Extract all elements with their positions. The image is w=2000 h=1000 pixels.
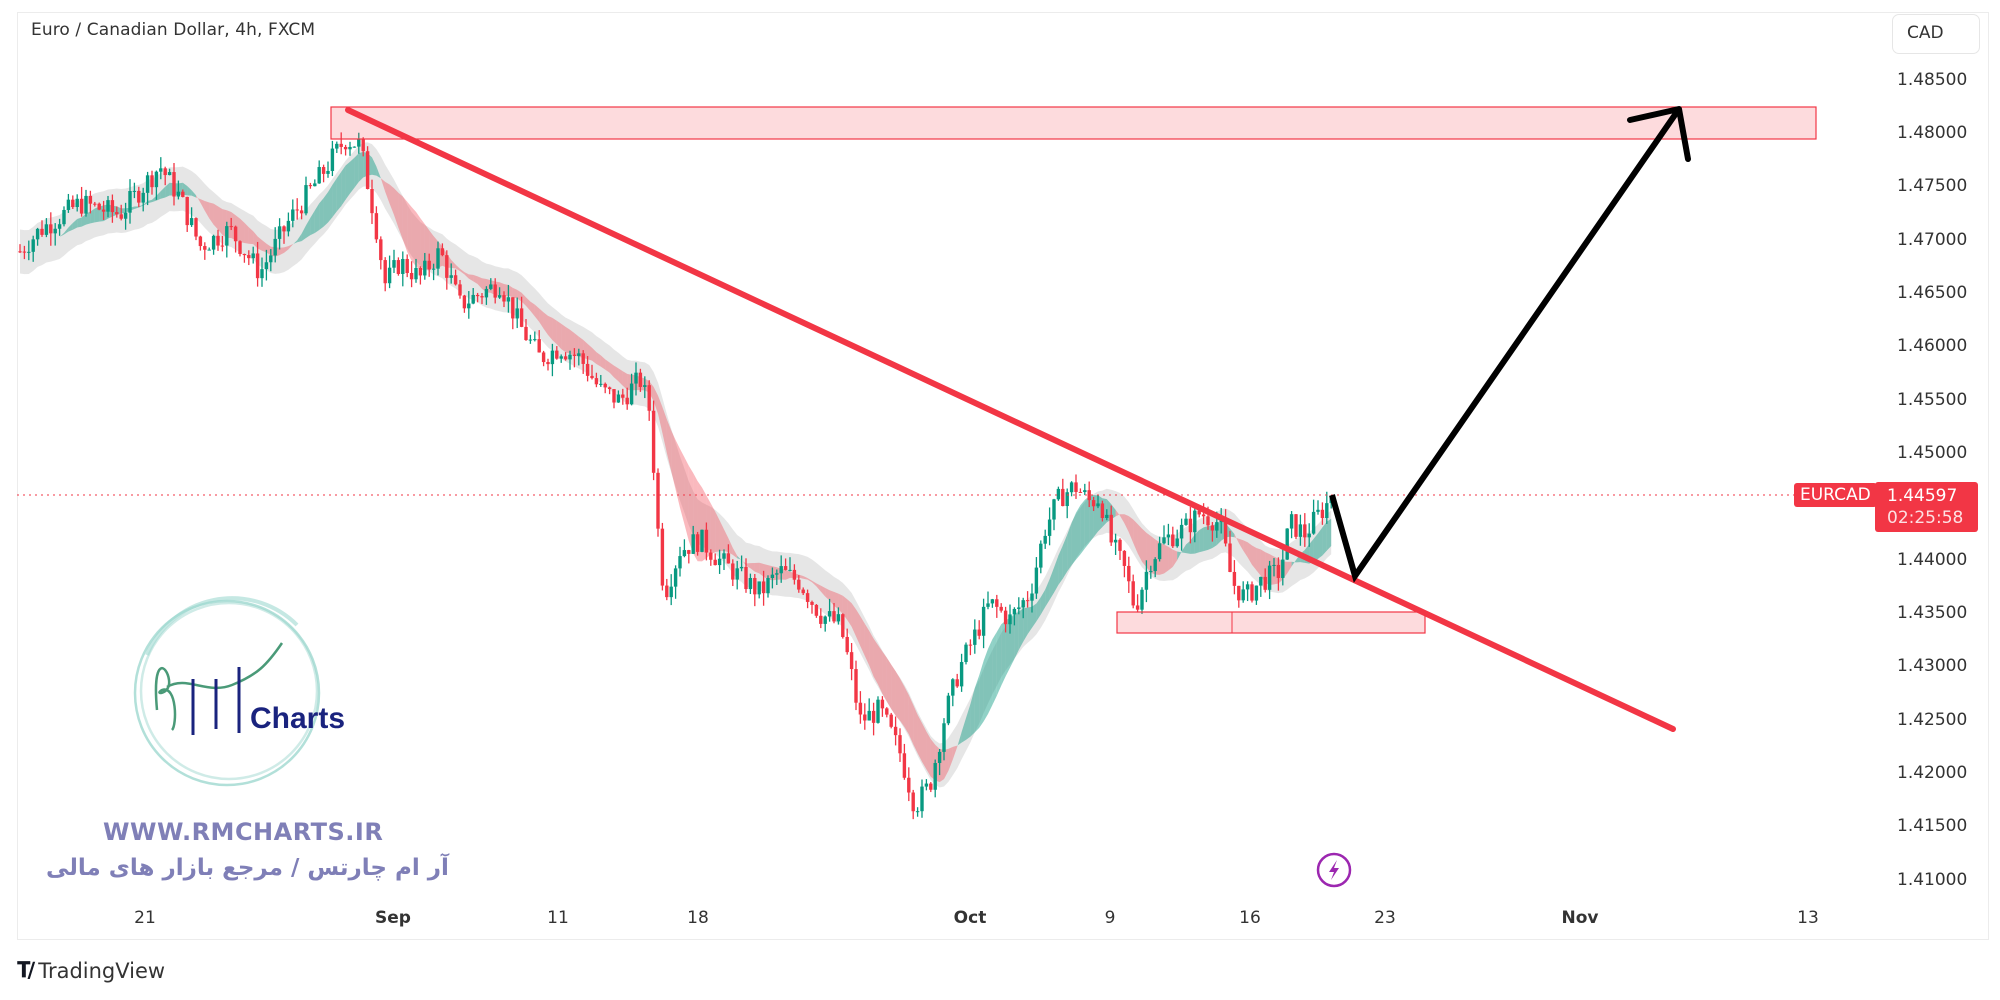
price-axis-label: 1.45500 xyxy=(1897,389,1968,410)
descending-trendline[interactable] xyxy=(345,107,1676,732)
price-axis-label: 1.41000 xyxy=(1897,869,1968,890)
time-axis-label: 18 xyxy=(687,908,709,928)
price-axis-label: 1.47000 xyxy=(1897,229,1968,250)
time-axis-label: 9 xyxy=(1104,908,1116,928)
time-axis-label: 16 xyxy=(1239,908,1261,928)
drawing-annotations[interactable] xyxy=(17,106,1880,732)
indicator-cloud xyxy=(20,142,1332,788)
price-axis-label: 1.47500 xyxy=(1897,176,1968,197)
time-axis-label: 23 xyxy=(1374,908,1396,928)
price-axis-label: 1.42500 xyxy=(1897,709,1968,730)
logo-circle-icon xyxy=(133,596,321,787)
projection-path[interactable] xyxy=(1329,107,1682,583)
resistance-zone[interactable] xyxy=(330,106,1817,140)
last-price-value: 1.44597 xyxy=(1887,486,1958,506)
price-axis-label: 1.46500 xyxy=(1897,282,1968,303)
price-axis-label: 1.48500 xyxy=(1897,69,1968,90)
watermark-url: WWW.RMCHARTS.IR xyxy=(103,818,384,846)
candlestick-series xyxy=(18,132,1333,820)
tradingview-logo[interactable]: 𝐓∕ TradingView xyxy=(17,958,165,983)
tradingview-mark-icon: 𝐓∕ xyxy=(17,958,35,982)
lightning-icon[interactable] xyxy=(1316,852,1352,888)
time-axis-label: 13 xyxy=(1797,908,1819,928)
currency-button[interactable]: CAD xyxy=(1892,14,1980,54)
support-zone[interactable] xyxy=(1116,611,1426,634)
time-axis-label: Sep xyxy=(375,908,411,928)
price-axis-label: 1.43500 xyxy=(1897,602,1968,623)
last-price-tag: 1.44597 02:25:58 xyxy=(1875,482,1978,532)
tradingview-wordmark: TradingView xyxy=(38,958,166,983)
time-axis-label: Oct xyxy=(953,908,987,928)
price-axis-label: 1.43000 xyxy=(1897,656,1968,677)
chart-frame xyxy=(17,12,1989,940)
rmcharts-logo: Charts xyxy=(133,596,345,787)
logo-candles-icon xyxy=(191,667,241,735)
price-axis-label: 1.41500 xyxy=(1897,816,1968,837)
time-axis-label: Nov xyxy=(1561,908,1599,928)
time-axis-label: 21 xyxy=(134,908,156,928)
logo-r-stroke-icon xyxy=(154,642,284,731)
chart-title: Euro / Canadian Dollar, 4h, FXCM xyxy=(31,20,316,40)
watermark-persian-text: آر ام چارتس / مرجع بازار های مالی xyxy=(46,855,449,881)
symbol-price-tag: EURCAD xyxy=(1794,483,1877,507)
price-axis-label: 1.45000 xyxy=(1897,442,1968,463)
bar-countdown: 02:25:58 xyxy=(1887,508,1964,528)
price-axis-label: 1.42000 xyxy=(1897,762,1968,783)
logo-text: Charts xyxy=(250,702,345,735)
time-axis-label: 11 xyxy=(547,908,569,928)
price-axis-label: 1.48000 xyxy=(1897,123,1968,143)
price-axis-label: 1.44000 xyxy=(1897,549,1968,570)
arrowhead-icon xyxy=(1627,106,1691,162)
price-axis-label: 1.46000 xyxy=(1897,336,1968,357)
